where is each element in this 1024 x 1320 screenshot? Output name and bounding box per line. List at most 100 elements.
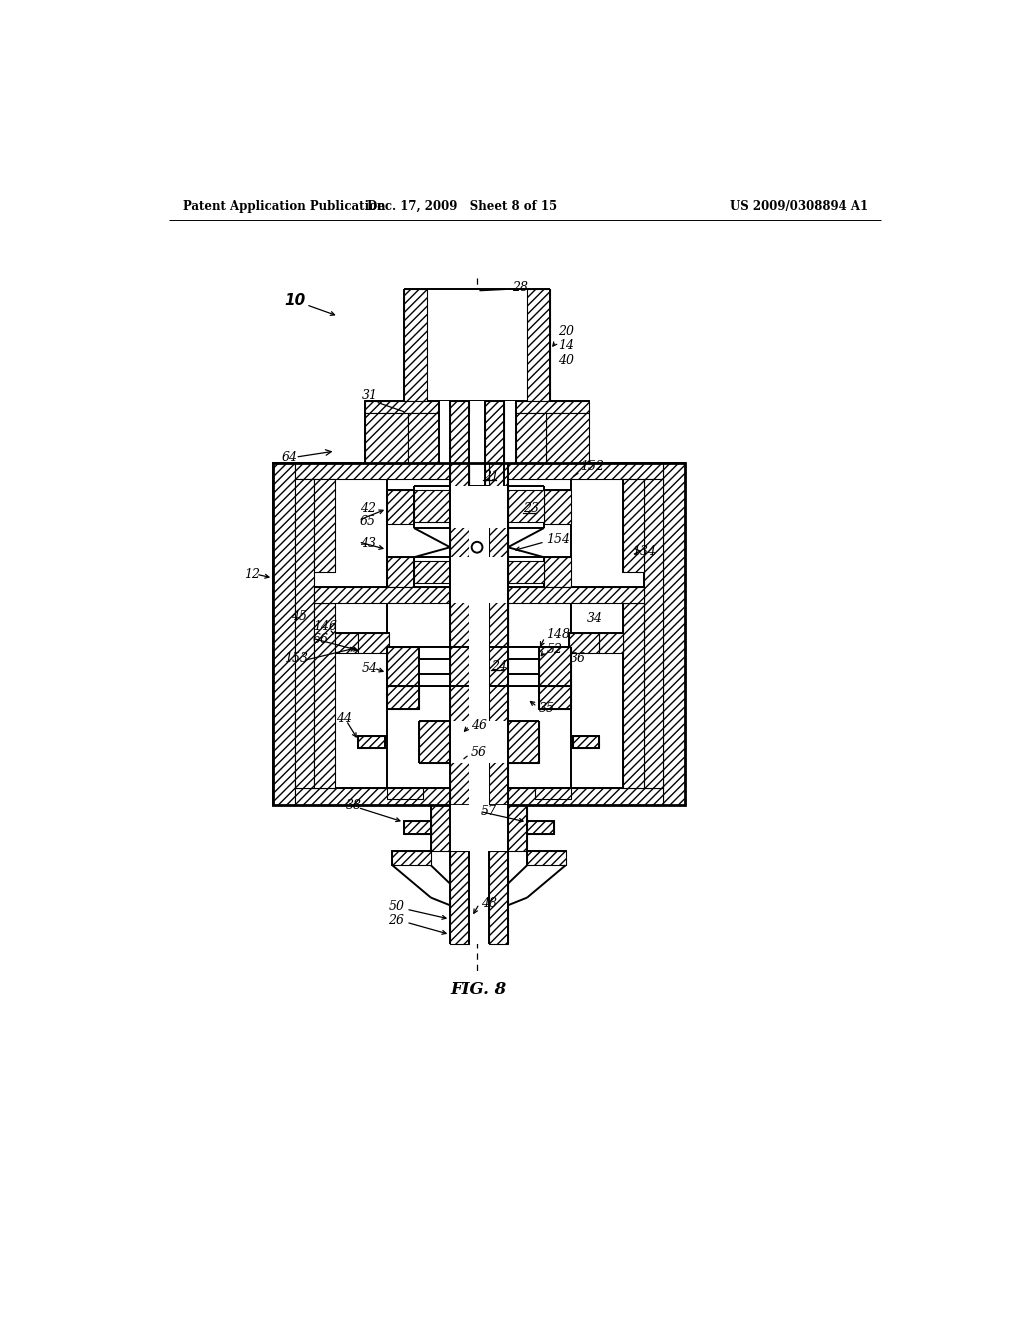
Bar: [544, 490, 571, 524]
Text: 34: 34: [587, 612, 602, 626]
Text: 66: 66: [313, 634, 329, 647]
Text: 40: 40: [558, 354, 573, 367]
Bar: [508, 805, 527, 851]
Text: 52: 52: [547, 643, 562, 656]
Bar: [451, 462, 469, 647]
Bar: [387, 490, 414, 524]
Bar: [313, 479, 336, 572]
Bar: [313, 603, 387, 788]
Bar: [469, 412, 484, 462]
Bar: [451, 805, 508, 851]
Bar: [313, 479, 387, 634]
Bar: [488, 524, 508, 805]
Bar: [403, 289, 427, 401]
Text: 38: 38: [346, 799, 362, 812]
Bar: [295, 462, 664, 479]
Bar: [387, 647, 571, 686]
Bar: [451, 721, 508, 763]
Bar: [387, 686, 419, 709]
Bar: [568, 634, 599, 653]
Bar: [313, 603, 336, 788]
Bar: [358, 737, 385, 748]
Bar: [273, 462, 685, 805]
Bar: [544, 557, 571, 586]
Bar: [419, 647, 539, 686]
Text: 14: 14: [558, 339, 573, 352]
Bar: [508, 490, 544, 521]
Bar: [313, 603, 336, 788]
Text: 64: 64: [282, 450, 298, 463]
Bar: [571, 479, 644, 634]
Text: 43: 43: [360, 537, 376, 550]
Text: 42: 42: [360, 502, 376, 515]
Text: 24: 24: [490, 660, 507, 673]
Bar: [488, 851, 508, 944]
Bar: [599, 634, 623, 653]
Bar: [358, 737, 385, 748]
Bar: [358, 634, 389, 653]
Text: 134: 134: [633, 545, 656, 557]
Bar: [387, 788, 423, 799]
Text: 12: 12: [245, 568, 260, 581]
Bar: [403, 821, 431, 834]
Bar: [527, 851, 565, 866]
Bar: [387, 557, 414, 586]
Text: 153: 153: [285, 652, 308, 665]
Text: 23: 23: [523, 502, 540, 515]
Text: 65: 65: [360, 515, 376, 528]
Bar: [273, 462, 295, 805]
Bar: [484, 401, 504, 524]
Bar: [313, 586, 644, 603]
Bar: [419, 721, 451, 763]
Bar: [295, 788, 664, 805]
Bar: [414, 561, 451, 582]
Bar: [508, 561, 544, 582]
Text: 57: 57: [481, 805, 497, 818]
Bar: [508, 721, 539, 763]
Bar: [438, 401, 515, 462]
Bar: [664, 462, 685, 805]
Bar: [623, 479, 644, 572]
Circle shape: [472, 541, 482, 553]
Bar: [427, 289, 527, 401]
Bar: [414, 490, 451, 521]
Bar: [535, 788, 571, 799]
Bar: [515, 412, 547, 462]
Bar: [414, 486, 544, 528]
Bar: [408, 412, 438, 462]
Bar: [469, 524, 488, 805]
Bar: [451, 486, 508, 528]
Bar: [644, 479, 664, 788]
Bar: [295, 462, 664, 479]
Bar: [408, 412, 438, 462]
Bar: [431, 805, 451, 851]
Bar: [469, 851, 488, 944]
Bar: [313, 586, 644, 603]
Text: 31: 31: [361, 389, 378, 403]
Text: 35: 35: [539, 702, 555, 714]
Bar: [358, 634, 389, 653]
Bar: [387, 686, 419, 709]
Bar: [527, 821, 554, 834]
Bar: [451, 401, 469, 524]
Bar: [392, 851, 431, 866]
Bar: [527, 821, 554, 834]
Bar: [451, 557, 508, 586]
Text: 10: 10: [284, 293, 305, 309]
Bar: [387, 647, 419, 686]
Bar: [295, 479, 313, 788]
Text: Patent Application Publication: Patent Application Publication: [183, 199, 385, 213]
Bar: [295, 479, 313, 788]
Bar: [664, 462, 685, 805]
Bar: [539, 647, 571, 686]
Bar: [572, 737, 599, 748]
Bar: [599, 634, 623, 653]
Bar: [403, 821, 431, 834]
Text: 21: 21: [483, 470, 500, 483]
Text: 44: 44: [336, 713, 352, 726]
Text: 152: 152: [581, 459, 604, 473]
Text: Dec. 17, 2009   Sheet 8 of 15: Dec. 17, 2009 Sheet 8 of 15: [367, 199, 557, 213]
Text: 146: 146: [313, 620, 337, 634]
Bar: [366, 412, 408, 462]
Bar: [469, 462, 488, 647]
